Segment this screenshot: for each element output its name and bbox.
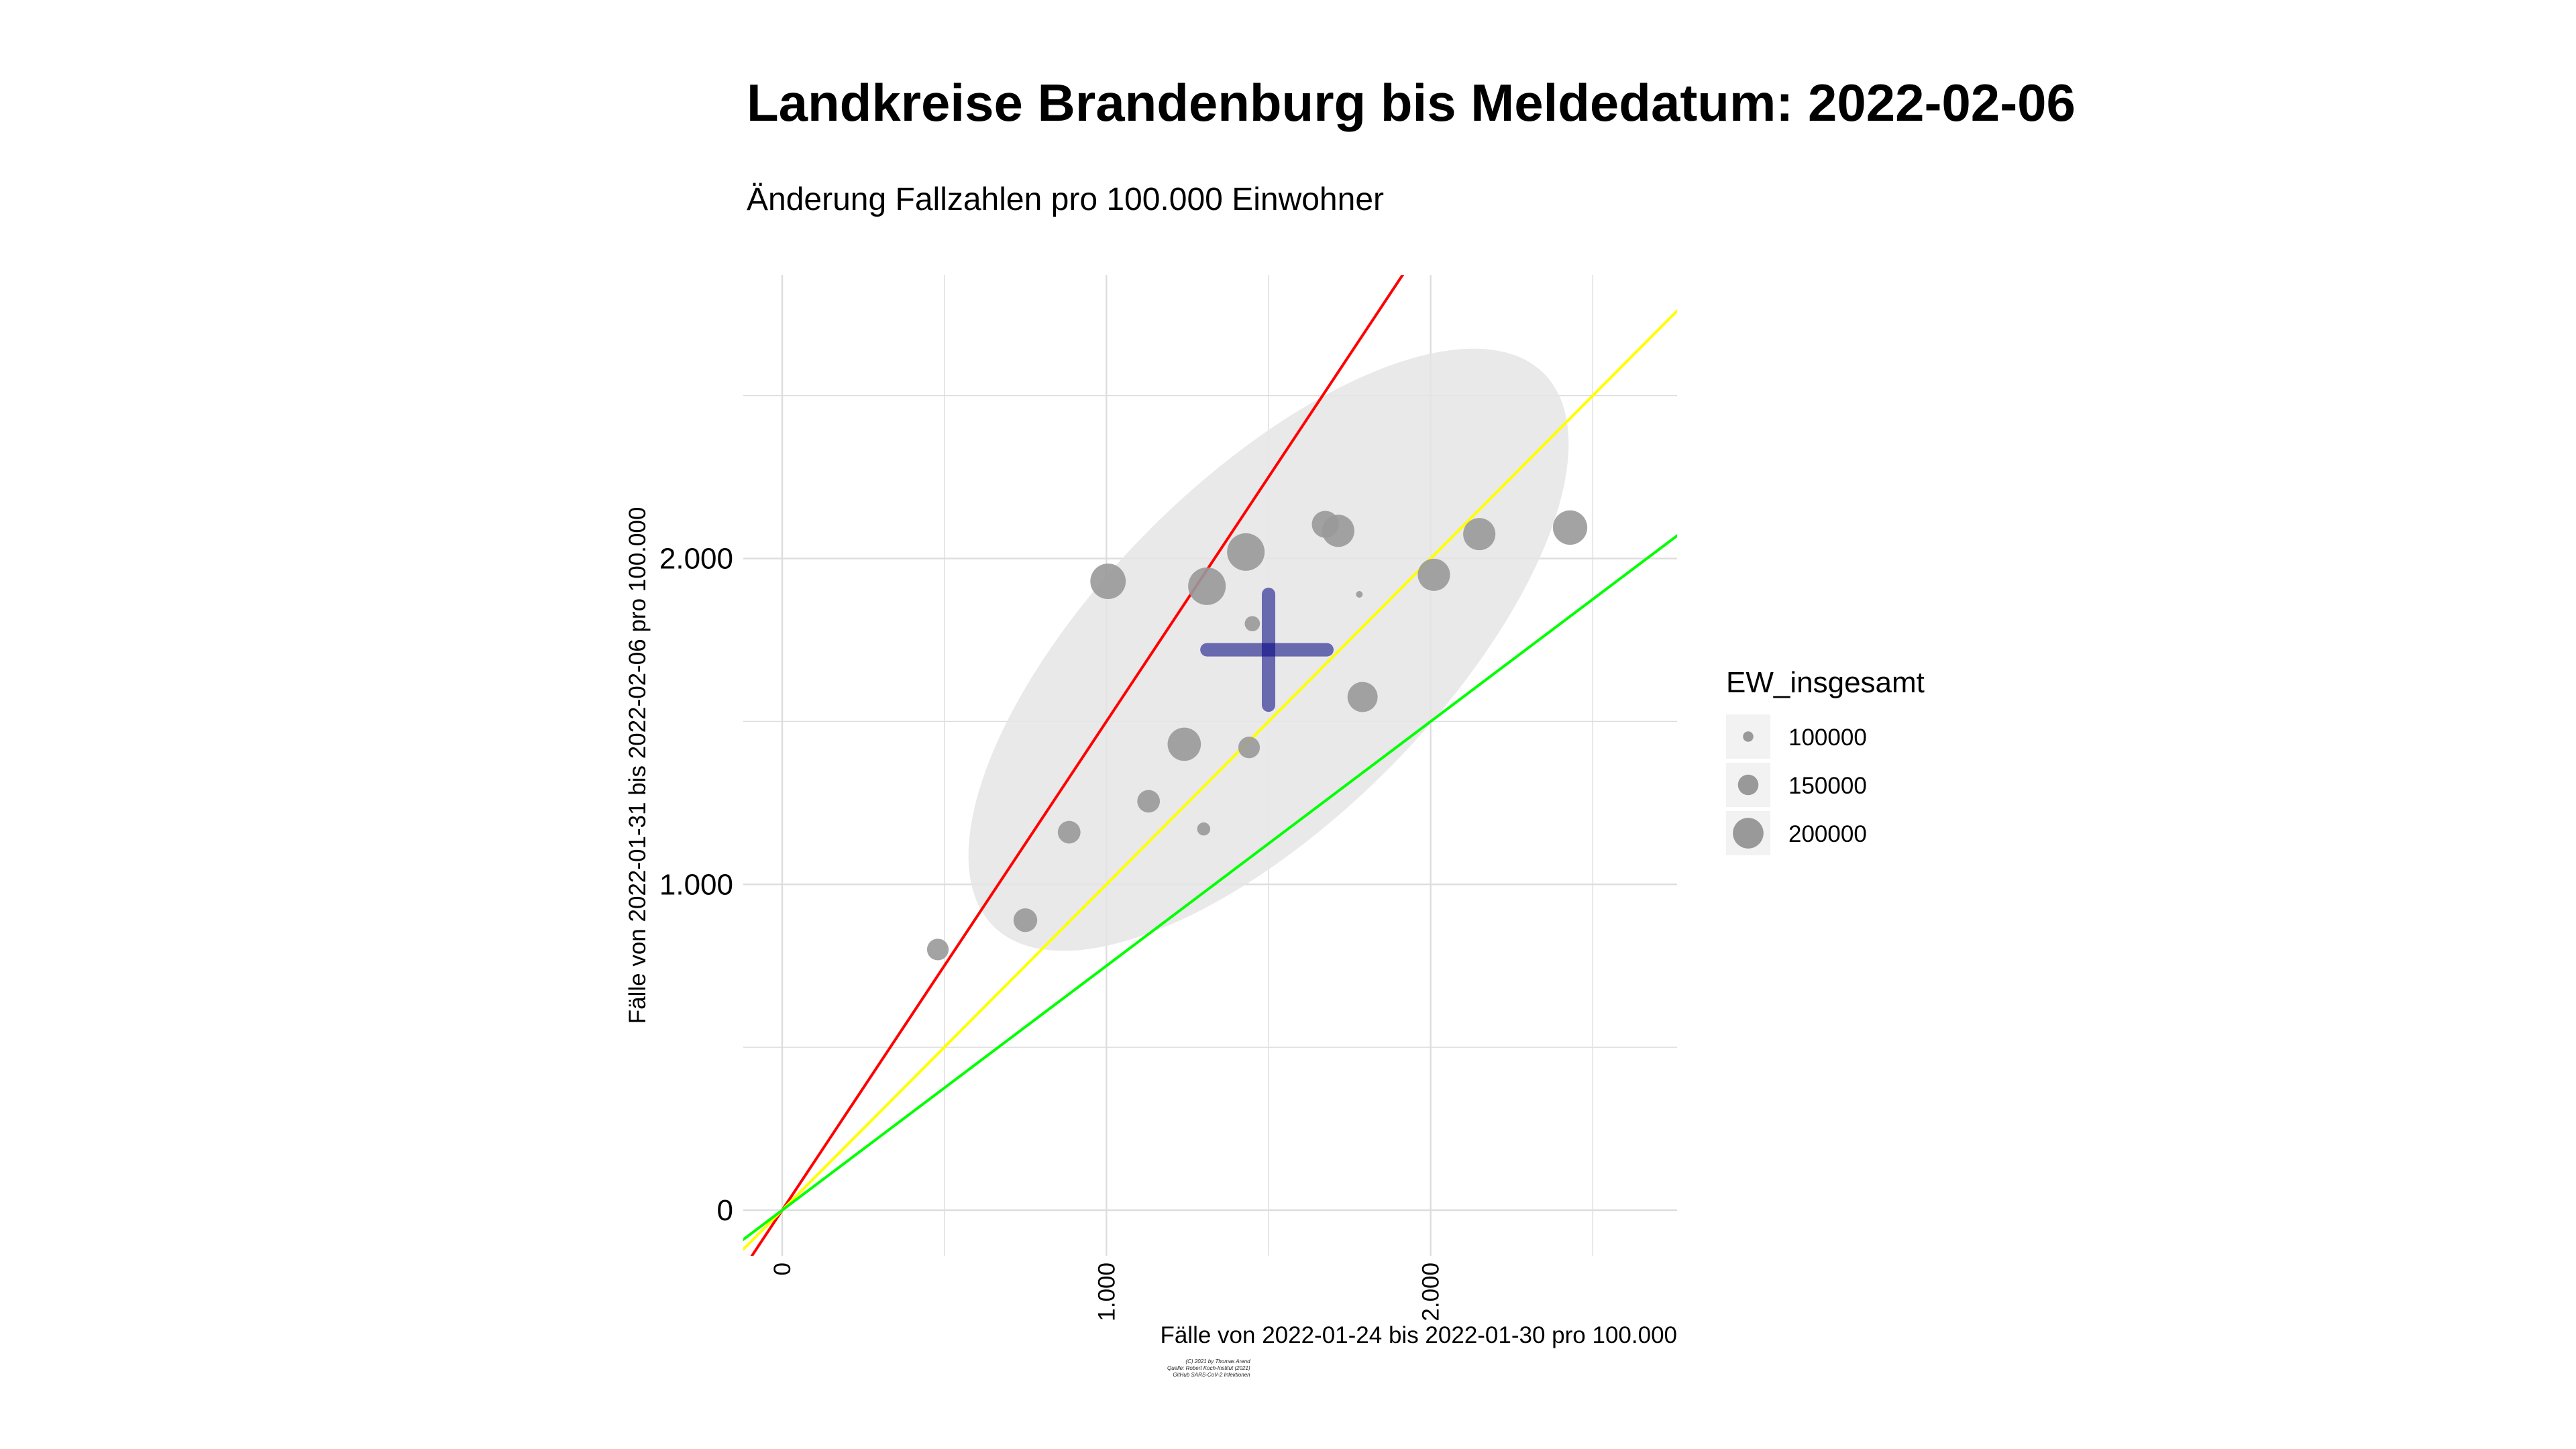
- legend-key-circle: [1743, 731, 1754, 742]
- x-tick-label: 0: [769, 1263, 796, 1275]
- reference-line: [743, 309, 1677, 1252]
- data-point: [1417, 558, 1450, 591]
- legend-label: 200000: [1788, 821, 1867, 847]
- data-point: [1552, 510, 1588, 545]
- data-point: [1013, 908, 1038, 932]
- caption-line: Quelle: Robert Koch-Institut (2021): [1167, 1365, 1250, 1371]
- reference-lines: [743, 275, 1677, 1256]
- legend-key-circle: [1737, 774, 1759, 796]
- caption-line: (C) 2021 by Thomas Arend: [1185, 1358, 1250, 1364]
- chart-subtitle: Änderung Fallzahlen pro 100.000 Einwohne…: [747, 182, 1384, 217]
- data-point: [1188, 567, 1226, 605]
- legend-label: 100000: [1788, 724, 1867, 751]
- data-point: [1197, 822, 1211, 836]
- y-tick-label: 2.000: [659, 543, 733, 576]
- data-point: [1238, 737, 1260, 759]
- data-point: [1463, 518, 1496, 551]
- plot-caption: (C) 2021 by Thomas Arend Quelle: Robert …: [1167, 1358, 1250, 1379]
- x-tick-label: 2.000: [1418, 1263, 1444, 1322]
- reference-line: [750, 275, 1405, 1256]
- caption-line: GitHub SARS-CoV-2 Infektionen: [1173, 1372, 1250, 1378]
- y-tick-label: 1.000: [659, 868, 733, 901]
- y-tick-label: 0: [717, 1194, 733, 1227]
- data-point: [1244, 616, 1260, 632]
- data-point: [1090, 564, 1126, 599]
- x-axis-title: Fälle von 2022-01-24 bis 2022-01-30 pro …: [1160, 1322, 1677, 1348]
- data-point: [1347, 682, 1378, 712]
- chart-title: Landkreise Brandenburg bis Meldedatum: 2…: [747, 73, 2076, 132]
- data-points: [926, 510, 1588, 961]
- data-point: [1356, 591, 1363, 598]
- legend-title: EW_insgesamt: [1726, 666, 1925, 699]
- reference-line: [743, 534, 1677, 1242]
- legend-label: 150000: [1788, 773, 1867, 799]
- data-point: [1057, 820, 1081, 844]
- data-point: [1322, 515, 1354, 547]
- y-axis-title: Fälle von 2022-01-31 bis 2022-02-06 pro …: [625, 507, 651, 1024]
- x-tick-label: 1.000: [1093, 1263, 1120, 1322]
- data-point: [1167, 727, 1201, 761]
- data-point: [1137, 790, 1161, 813]
- legend: EW_insgesamt 100000 150000 200000: [1726, 666, 1925, 855]
- axes: Fälle von 2022-01-24 bis 2022-01-30 pro …: [625, 507, 1677, 1348]
- mean-cross-layer: [1200, 588, 1334, 712]
- data-point: [926, 938, 949, 961]
- data-point: [1227, 533, 1265, 571]
- legend-key-circle: [1733, 818, 1764, 849]
